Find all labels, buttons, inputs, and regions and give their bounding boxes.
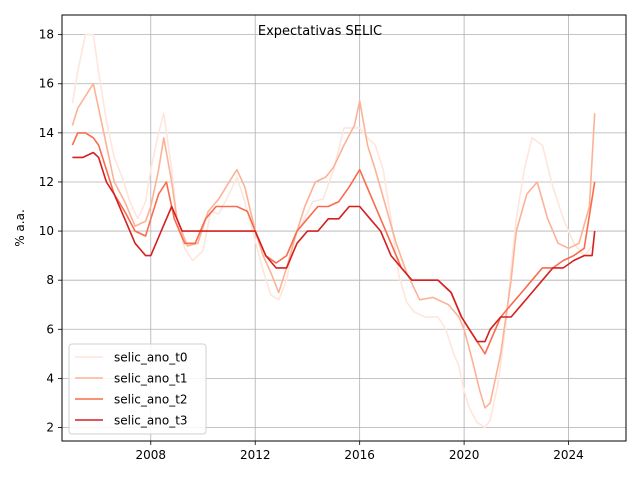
- y-axis: 2 4 6 8 10 12 14 16 18: [39, 28, 62, 434]
- x-tick-label: 2024: [553, 448, 584, 462]
- y-tick-label: 4: [46, 371, 54, 385]
- y-tick-label: 8: [46, 273, 54, 287]
- legend-box: [68, 343, 207, 435]
- chart-title: Expectativas SELIC: [258, 24, 382, 39]
- series-line-selic_ano_t0: [71, 33, 596, 429]
- y-tick-label: 6: [46, 322, 54, 336]
- grid: [62, 15, 626, 441]
- series-line-selic_ano_t1: [71, 82, 596, 409]
- plot-frame: [61, 14, 627, 442]
- y-tick-label: 18: [39, 28, 54, 42]
- legend: selic_ano_t0 selic_ano_t1 selic_ano_t2seli…: [68, 343, 207, 435]
- x-tick-label: 2008: [136, 448, 167, 462]
- y-tick-label: 14: [39, 126, 54, 140]
- x-tick-label: 2012: [240, 448, 271, 462]
- x-axis: 2008 2012 2016 2020 2024: [136, 441, 584, 462]
- x-tick-label: 2020: [449, 448, 480, 462]
- legend-label: selic_ano_t3: [114, 414, 188, 428]
- legend-label: selic_ano_t2: [114, 393, 188, 407]
- series-line-selic_ano_t3: [72, 151, 596, 343]
- y-tick-label: 16: [39, 77, 54, 91]
- x-tick-label: 2016: [344, 448, 375, 462]
- legend-label: selic_ano_t0: [114, 351, 188, 365]
- y-axis-label: % a.a.: [13, 209, 27, 247]
- y-tick-label: 10: [39, 224, 54, 238]
- y-tick-label: 2: [46, 420, 54, 434]
- legend-label: selic_ano_t1: [114, 372, 188, 386]
- series-lines: [71, 33, 596, 429]
- y-tick-label: 12: [39, 175, 54, 189]
